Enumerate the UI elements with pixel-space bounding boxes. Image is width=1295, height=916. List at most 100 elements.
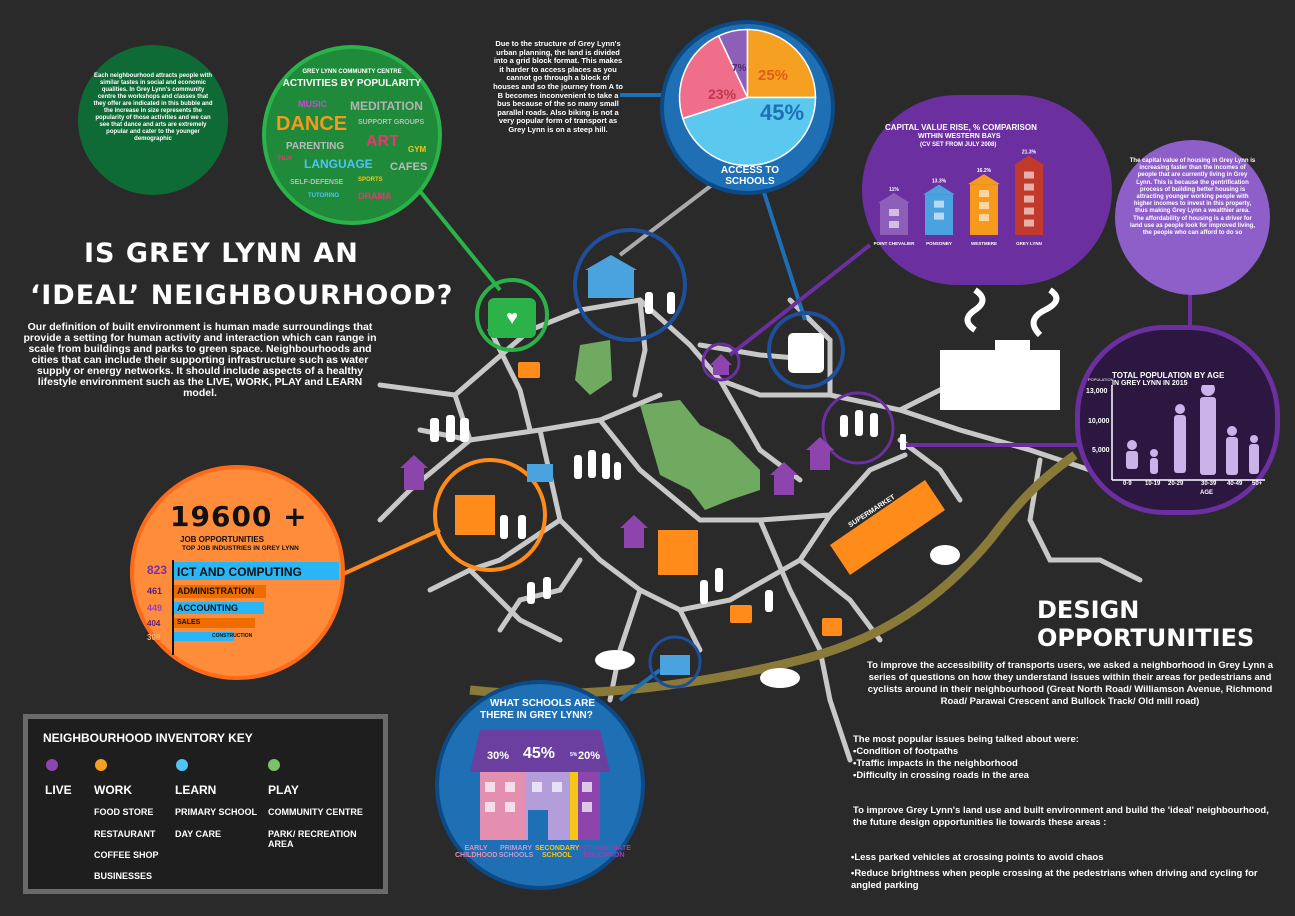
key-live-title: LIVE: [45, 783, 72, 797]
job-label-4: CONSTRUCTION: [212, 633, 253, 639]
job-label-1: ADMINISTRATION: [177, 586, 255, 596]
jobs-number: 19600 +: [170, 500, 308, 533]
key-item-businesses: BUSINESSES: [94, 871, 153, 881]
job-label-3: SALES: [177, 619, 201, 626]
population-xtick-2: 20-29: [1168, 481, 1184, 487]
capital-value-bar-ponsonby: 13.3% PONSONBY: [923, 179, 955, 246]
school-location-circle[interactable]: [648, 635, 702, 689]
job-value-0: 823: [147, 563, 168, 577]
schools-pct-intermediate: 20%: [578, 750, 601, 762]
road-network: [377, 297, 1143, 763]
jobs-subtitle: JOB OPPORTUNITIES: [180, 535, 265, 544]
live-elderly-circle[interactable]: [821, 391, 895, 465]
work-icons: [455, 362, 945, 636]
job-value-1: 461: [147, 586, 163, 596]
car-icons: [595, 545, 960, 688]
svg-text:16.2%: 16.2%: [977, 168, 992, 174]
design-bullet-2: •Reduce brightness when people crossing …: [851, 868, 1258, 891]
activity-art: ART: [366, 133, 399, 150]
population-ytick-13000: 13,000: [1086, 388, 1108, 395]
job-value-3: 404: [147, 619, 161, 628]
capital-text-bubble: The capital value of housing in Grey Lyn…: [1115, 140, 1270, 295]
design-issue-1: •Condition of footpaths: [853, 746, 959, 757]
job-bar-2: [174, 602, 265, 614]
inventory-key-title: NEIGHBOURHOOD INVENTORY KEY: [43, 731, 253, 745]
key-item-restaurant: RESTAURANT: [94, 829, 156, 839]
urban-planning-text: Due to the structure of Grey Lynn's urba…: [493, 39, 623, 134]
activity-cafes: CAFES: [390, 161, 428, 173]
capital-text: The capital value of housing in Grey Lyn…: [1129, 158, 1256, 237]
svg-text:GREY LYNN: GREY LYNN: [1016, 241, 1042, 246]
transport-location-circle[interactable]: [767, 311, 845, 389]
pie-label-walk: 23%: [708, 86, 737, 102]
key-item-community-centre: COMMUNITY CENTRE: [268, 807, 363, 817]
job-label-2: ACCOUNTING: [177, 603, 238, 613]
inventory-key-box: NEIGHBOURHOOD INVENTORY KEY LIVE WORK LE…: [23, 714, 388, 894]
play-heart-icon: ♥: [488, 298, 536, 338]
population-xtick-4: 40-49: [1227, 481, 1243, 487]
pie-slice-car: [681, 96, 817, 167]
population-bubble: [1075, 325, 1280, 515]
play-location-circle[interactable]: [475, 278, 549, 352]
activity-drama: DRAMA: [358, 191, 392, 201]
job-label-0: ICT AND COMPUTING: [177, 565, 302, 579]
population-ytick-10000: 10,000: [1088, 418, 1110, 425]
activity-sports: SPORTS: [358, 177, 383, 183]
svg-text:11%: 11%: [889, 187, 899, 193]
key-learn-dot: [176, 759, 188, 771]
activity-dance: DANCE: [276, 113, 348, 135]
key-play-dot: [268, 759, 280, 771]
park-area: [575, 340, 612, 395]
schools-pct-primary: 45%: [523, 745, 556, 762]
schools-title2: THERE IN GREY LYNN?: [480, 710, 593, 721]
design-issue-3: •Difficulty in crossing roads in the are…: [853, 770, 1029, 781]
work-location-circle[interactable]: [433, 458, 547, 572]
job-bar-3: [174, 618, 255, 628]
house-icons: [400, 354, 834, 548]
job-bar-4: [174, 632, 235, 641]
factory-icon: [940, 287, 1060, 410]
activity-self-defense: SELF-DEFENSE: [290, 179, 344, 186]
live-location-circle[interactable]: [701, 342, 741, 382]
population-title2: IN GREY LYNN IN 2015: [1112, 380, 1188, 387]
svg-text:WESTMERE: WESTMERE: [971, 241, 997, 246]
jobs-subtitle2: TOP JOB INDUSTRIES IN GREY LYNN: [182, 545, 299, 552]
key-live-dot: [46, 759, 58, 771]
activities-header1: GREY LYNN COMMUNITY CENTRE: [302, 69, 402, 75]
population-xlabel: AGE: [1200, 490, 1214, 496]
job-value-4: 300: [147, 633, 161, 642]
key-item-primary-school: PRIMARY SCHOOL: [175, 807, 258, 817]
capital-value-bar-westmere: 16.2% WESTMERE: [968, 168, 1000, 246]
population-title1: TOTAL POPULATION BY AGE: [1112, 371, 1225, 380]
key-item-food-store: FOOD STORE: [94, 807, 154, 817]
pie-slice-bike: [746, 28, 817, 99]
people-icons: [430, 292, 906, 612]
capital-value-bar-point-chevalier: 11% POINT CHEVALIER: [874, 187, 915, 246]
population-xtick-1: 10-19: [1145, 481, 1161, 487]
activity-meditation: MEDITATION: [350, 99, 423, 113]
learn-location-circle[interactable]: [573, 228, 687, 342]
schools-label-primary: PRIMARY SCHOOLS: [498, 845, 534, 859]
pie-label-bike: 25%: [758, 67, 789, 84]
activity-parenting: PARENTING: [286, 141, 345, 152]
schools-label-secondary: SECONDARY SCHOOL: [535, 845, 580, 859]
key-item-park: PARK/ RECREATION AREA: [268, 829, 357, 849]
capital-value-subtitle: WITHIN WESTERN BAYS: [918, 133, 1001, 140]
activity-film: FILM: [278, 156, 292, 162]
activity-gym: GYM: [408, 145, 427, 154]
capital-value-bar-grey-lynn: 21.3% GREY LYNN: [1013, 150, 1045, 246]
definition-text: Our definition of built environment is h…: [23, 321, 377, 399]
schools-building: [470, 730, 610, 840]
capital-value-chart: 11% POINT CHEVALIER 13.3% PONSONBY 16.2% WEST…: [874, 150, 1045, 246]
design-paragraph-1: To improve the accessibility of transpor…: [867, 660, 1273, 707]
key-item-day-care: DAY CARE: [175, 829, 222, 839]
population-xtick-3: 30-39: [1201, 481, 1217, 487]
park-area: [640, 400, 760, 510]
access-schools-pie: [678, 28, 817, 167]
railway-line: [469, 451, 1078, 699]
job-bar-0: [174, 562, 339, 580]
key-learn-title: LEARN: [175, 783, 217, 797]
svg-text:21.3%: 21.3%: [1022, 150, 1037, 156]
population-xtick-0: 0-9: [1123, 481, 1132, 487]
